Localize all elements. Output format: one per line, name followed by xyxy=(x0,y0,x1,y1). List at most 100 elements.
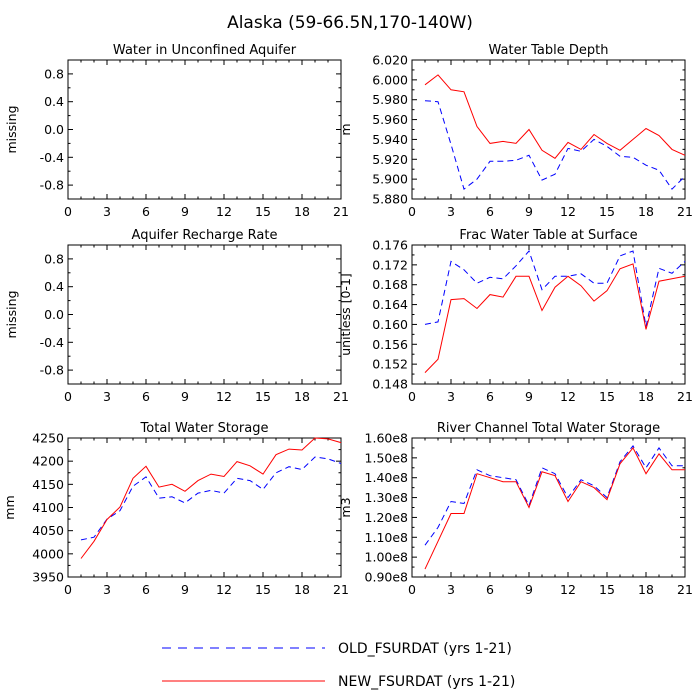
y-tick-label: 5.900 xyxy=(372,172,408,187)
y-tick-label: -0.8 xyxy=(40,363,64,378)
x-tick-label: 9 xyxy=(181,204,189,219)
x-tick-label: 3 xyxy=(447,204,455,219)
y-tick-label: 1.40e8 xyxy=(365,470,409,485)
y-tick-label: 1.20e8 xyxy=(365,510,409,525)
panel-title: Water Table Depth xyxy=(489,43,609,58)
y-axis-label: missing xyxy=(4,105,19,153)
x-tick-label: 21 xyxy=(333,204,349,219)
y-tick-label: 0.176 xyxy=(372,238,408,253)
x-tick-label: 3 xyxy=(447,389,455,404)
x-tick-label: 9 xyxy=(181,582,189,597)
x-tick-label: 3 xyxy=(103,582,111,597)
x-tick-label: 15 xyxy=(599,204,615,219)
y-tick-label: 0.160 xyxy=(372,317,408,332)
x-tick-label: 0 xyxy=(64,204,72,219)
y-tick-label: 0.4 xyxy=(44,94,64,109)
legend-old-label: OLD_FSURDAT (yrs 1-21) xyxy=(338,641,512,657)
plot-frame xyxy=(67,59,342,200)
y-tick-label: 0.172 xyxy=(372,257,408,272)
y-tick-label: 1.10e8 xyxy=(365,530,409,545)
x-tick-label: 21 xyxy=(677,389,693,404)
y-tick-label: 5.880 xyxy=(372,192,408,207)
y-tick-label: 0.90e8 xyxy=(365,570,409,585)
series-old-fsurdat xyxy=(80,456,342,541)
panel-water-table-depth: Water Table Depth 0 3 6 9 12 15 18 21 5.880 5.900 5… xyxy=(338,43,693,219)
plot-frame xyxy=(67,437,342,578)
y-tick-label: 5.960 xyxy=(372,112,408,127)
y-tick-label: 6.020 xyxy=(372,53,408,68)
panel-title: Water in Unconfined Aquifer xyxy=(113,43,297,58)
y-tick-label: 3950 xyxy=(32,570,64,585)
y-tick-label: 0.4 xyxy=(44,279,64,294)
x-tick-label: 0 xyxy=(408,204,416,219)
x-tick-label: 6 xyxy=(142,204,150,219)
y-axis-label: missing xyxy=(4,290,19,338)
x-tick-label: 6 xyxy=(486,204,494,219)
y-tick-label: -0.4 xyxy=(40,150,64,165)
y-tick-label: 0.0 xyxy=(44,307,64,322)
x-tick-label: 15 xyxy=(255,389,271,404)
x-tick-label: 6 xyxy=(486,582,494,597)
panel-title: Total Water Storage xyxy=(140,421,269,436)
x-tick-label: 6 xyxy=(142,582,150,597)
x-tick-label: 15 xyxy=(255,582,271,597)
x-tick-label: 18 xyxy=(294,389,310,404)
y-tick-label: 0.8 xyxy=(44,66,64,81)
x-tick-label: 12 xyxy=(560,582,576,597)
legend-new-label: NEW_FSURDAT (yrs 1-21) xyxy=(338,674,515,690)
x-tick-label: 18 xyxy=(294,204,310,219)
x-tick-label: 21 xyxy=(677,204,693,219)
plot-frame xyxy=(411,437,686,578)
y-tick-label: 4050 xyxy=(32,523,64,538)
x-tick-label: 3 xyxy=(447,582,455,597)
y-tick-label: 1.30e8 xyxy=(365,490,409,505)
y-tick-label: 0.168 xyxy=(372,277,408,292)
x-tick-label: 21 xyxy=(677,582,693,597)
y-tick-label: 1.00e8 xyxy=(365,550,409,565)
y-tick-label: 0.0 xyxy=(44,122,64,137)
panel-title: River Channel Total Water Storage xyxy=(437,421,660,436)
x-tick-label: 0 xyxy=(64,582,72,597)
y-tick-label: 4250 xyxy=(32,431,64,446)
x-tick-label: 18 xyxy=(638,389,654,404)
series-old-fsurdat xyxy=(424,250,686,327)
x-tick-label: 0 xyxy=(64,389,72,404)
x-tick-label: 6 xyxy=(486,389,494,404)
panel-title: Aquifer Recharge Rate xyxy=(132,228,278,243)
x-tick-label: 9 xyxy=(525,204,533,219)
y-tick-label: 5.940 xyxy=(372,132,408,147)
x-tick-label: 21 xyxy=(333,582,349,597)
y-tick-label: 0.8 xyxy=(44,251,64,266)
y-tick-label: 5.920 xyxy=(372,152,408,167)
panel-water-in-unconfined-aquifer: Water in Unconfined Aquifer 0 3 6 9 12 15 18 21 -… xyxy=(4,43,349,219)
x-tick-label: 9 xyxy=(525,389,533,404)
x-tick-label: 15 xyxy=(599,389,615,404)
y-tick-label: 5.980 xyxy=(372,92,408,107)
y-tick-label: -0.8 xyxy=(40,178,64,193)
y-tick-label: 4150 xyxy=(32,477,64,492)
plot-frame xyxy=(67,244,342,385)
x-tick-label: 9 xyxy=(181,389,189,404)
x-tick-label: 12 xyxy=(216,582,232,597)
y-tick-label: -0.4 xyxy=(40,335,64,350)
series-new-fsurdat xyxy=(80,437,342,559)
series-new-fsurdat xyxy=(424,446,685,570)
x-tick-label: 18 xyxy=(638,204,654,219)
x-tick-label: 21 xyxy=(333,389,349,404)
y-tick-label: 0.164 xyxy=(372,297,408,312)
x-tick-label: 3 xyxy=(103,389,111,404)
panel-total-water-storage: Total Water Storage 0 3 6 9 12 15 18 21 3950 4000 4… xyxy=(2,421,349,597)
y-tick-label: 0.152 xyxy=(372,357,408,372)
y-tick-label: 1.60e8 xyxy=(365,431,409,446)
x-tick-label: 15 xyxy=(599,582,615,597)
y-axis-label: mm xyxy=(2,495,17,519)
x-tick-label: 0 xyxy=(408,582,416,597)
x-tick-label: 12 xyxy=(216,389,232,404)
y-tick-label: 4100 xyxy=(32,500,64,515)
x-tick-label: 18 xyxy=(638,582,654,597)
series-old-fsurdat xyxy=(424,445,685,546)
x-tick-label: 15 xyxy=(255,204,271,219)
y-axis-label: m xyxy=(338,123,353,135)
panel-aquifer-recharge-rate: Aquifer Recharge Rate 0 3 6 9 12 15 18 21 -0.8 -0.… xyxy=(4,228,349,404)
